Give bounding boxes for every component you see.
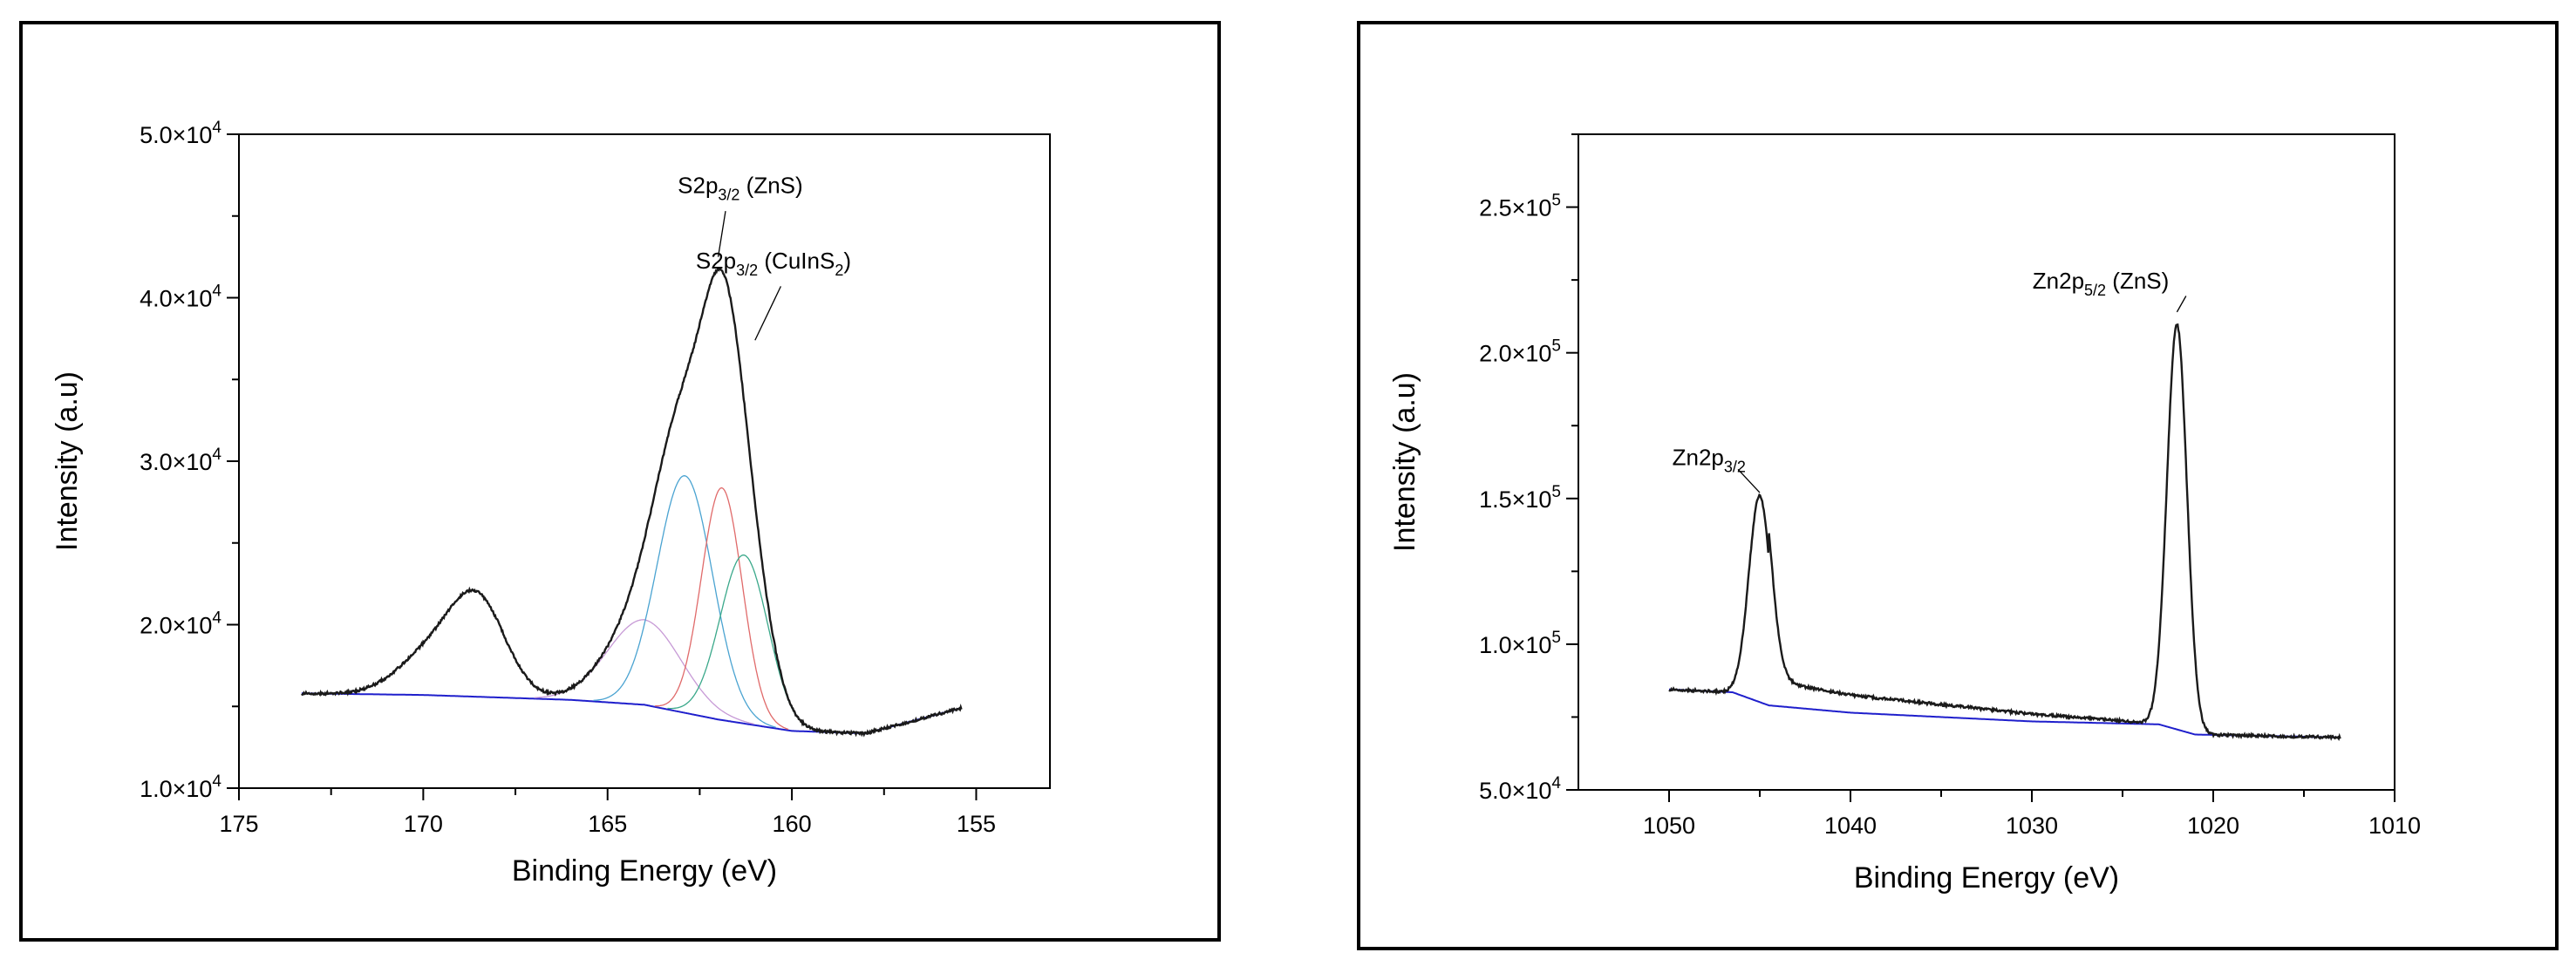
left-y-tick-label: 2.0×104	[140, 609, 221, 639]
right-series-background	[1669, 688, 2341, 738]
left-peak-annotation: S2p3/2 (ZnS)	[678, 173, 803, 204]
right-annotation-leader	[1737, 468, 1761, 493]
right-x-tick-label: 1050	[1643, 813, 1695, 839]
xps-s2p-panel: 175 170 165 160 155 1.0×104 2.0×104 3.0×104 4.0×…	[19, 21, 1221, 942]
left-y-tick-label: 4.0×104	[140, 282, 221, 312]
right-x-tick-label: 1040	[1824, 813, 1877, 839]
left-series-component-161-9	[655, 486, 789, 731]
left-annotation-leader	[717, 211, 726, 257]
s2p-spectrum-chart: 175 170 165 160 155 1.0×104 2.0×104 3.0×104 4.0×…	[51, 119, 1051, 888]
right-x-tick-label: 1030	[2006, 813, 2058, 839]
right-x-axis-title: Binding Energy (eV)	[1854, 861, 2119, 895]
left-x-tick-label: 170	[404, 811, 443, 837]
left-x-tick-label: 155	[957, 811, 996, 837]
right-y-tick-label: 2.5×105	[1479, 192, 1561, 221]
left-y-tick-label: 3.0×104	[140, 446, 221, 475]
left-x-axis-title: Binding Energy (eV)	[512, 854, 777, 888]
left-x-tick-label: 165	[588, 811, 627, 837]
left-series-measured-spectrum	[301, 267, 963, 738]
left-y-tick-label: 1.0×104	[140, 772, 221, 802]
right-x-tick-label: 1010	[2368, 813, 2421, 839]
right-y-tick-label: 1.5×105	[1479, 483, 1561, 513]
right-peak-annotation: Zn2p3/2	[1673, 444, 1746, 475]
left-y-axis-title: Intensity (a.u)	[51, 371, 84, 551]
left-series-background	[301, 692, 962, 735]
left-x-tick-label: 160	[773, 811, 812, 837]
right-x-tick-label: 1020	[2187, 813, 2239, 839]
left-y-tick-label: 5.0×104	[140, 119, 221, 148]
left-peak-annotation: S2p3/2 (CuInS2)	[696, 248, 851, 279]
left-series-component-164-0	[535, 619, 754, 725]
xps-zn2p-panel: 1050 1040 1030 1020 1010 5.0×104 1.0×105 1.5×10…	[1357, 21, 2559, 950]
right-y-tick-label: 1.0×105	[1479, 629, 1561, 658]
right-y-tick-label: 5.0×104	[1479, 774, 1561, 804]
right-y-tick-label: 2.0×105	[1479, 337, 1561, 367]
left-annotation-leader	[754, 286, 781, 341]
right-y-axis-title: Intensity (a.u)	[1388, 372, 1421, 552]
right-annotation-leader	[2176, 296, 2187, 313]
right-series-measured-spectrum	[1668, 323, 2341, 741]
left-series-component-162-9	[593, 475, 776, 728]
zn2p-spectrum-chart: 1050 1040 1030 1020 1010 5.0×104 1.0×105 1.5×10…	[1388, 133, 2421, 895]
left-x-tick-label: 175	[219, 811, 258, 837]
right-peak-annotation: Zn2p5/2 (ZnS)	[2033, 268, 2170, 299]
right-plot-frame	[1578, 133, 2395, 791]
